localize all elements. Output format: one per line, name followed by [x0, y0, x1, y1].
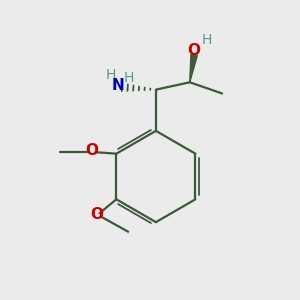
Text: H: H: [123, 71, 134, 85]
Text: H: H: [201, 33, 212, 47]
Text: O: O: [188, 43, 201, 58]
Polygon shape: [190, 54, 197, 82]
Text: O: O: [86, 143, 99, 158]
Text: H: H: [106, 68, 116, 82]
Text: O: O: [91, 206, 104, 221]
Text: N: N: [111, 78, 124, 93]
